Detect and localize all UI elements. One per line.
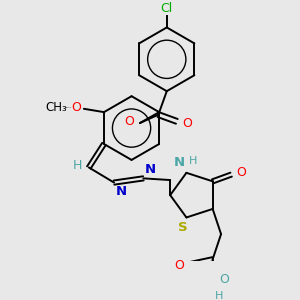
Text: methoxy: methoxy [66, 106, 72, 108]
Text: O: O [124, 115, 134, 128]
Text: H: H [73, 159, 82, 172]
Text: Cl: Cl [160, 2, 173, 15]
Text: H: H [215, 291, 224, 300]
Text: N: N [116, 185, 127, 198]
Text: CH₃: CH₃ [45, 101, 67, 114]
Text: O: O [236, 167, 246, 179]
Text: O: O [71, 100, 81, 114]
Text: O: O [183, 116, 193, 130]
Text: S: S [178, 221, 188, 234]
Text: O: O [219, 273, 229, 286]
Text: N: N [145, 163, 156, 176]
Text: N: N [174, 156, 185, 169]
Text: O: O [174, 260, 184, 272]
Text: H: H [189, 156, 197, 166]
